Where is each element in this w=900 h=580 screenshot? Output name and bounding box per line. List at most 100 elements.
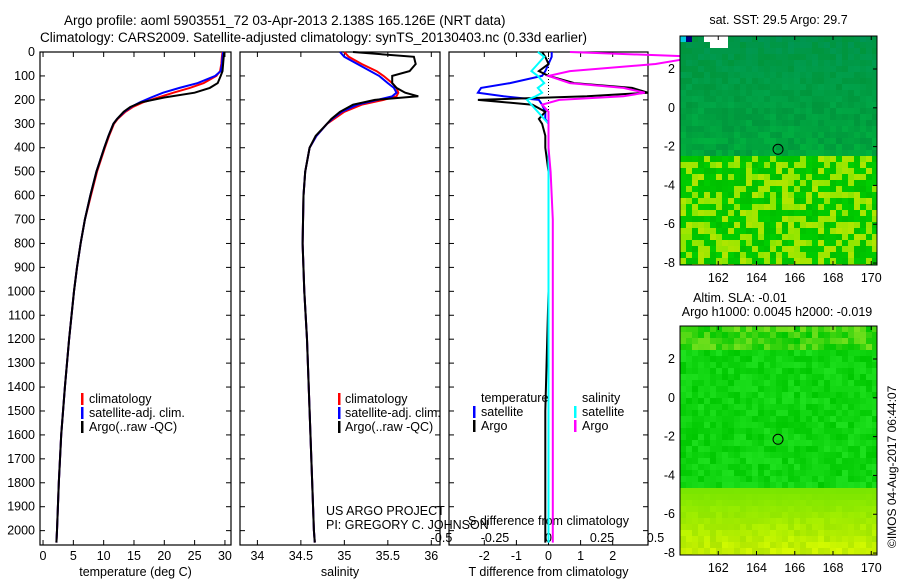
map-cell [734,428,740,434]
map-cell [704,458,710,464]
map-cell [692,108,698,114]
map-cell [698,246,704,252]
map-cell [752,114,758,120]
map-cell [692,362,698,368]
map-cell [746,252,752,258]
map-cell [854,228,860,234]
map-cell [872,464,877,470]
map-cell [866,114,872,120]
map-cell [806,84,812,90]
map-cell [722,458,728,464]
map-cell [764,72,770,78]
map-cell [794,536,800,542]
map-cell [722,422,728,428]
map-cell [716,380,722,386]
map-cell [842,210,848,216]
map-cell [734,234,740,240]
map-cell [698,144,704,150]
map-cell [800,350,806,356]
map-cell [818,476,824,482]
map-cell [716,410,722,416]
map-cell [716,452,722,458]
map-cell [710,500,716,506]
map-cell [698,216,704,222]
map-cell [752,392,758,398]
map-cell [680,434,686,440]
map-cell [746,162,752,168]
map-cell [734,494,740,500]
map-cell [854,422,860,428]
map-cell [704,246,710,252]
map-cell [800,446,806,452]
map-cell [710,530,716,536]
map-cell [830,174,836,180]
map-cell [800,234,806,240]
map-cell [770,458,776,464]
map-cell [734,132,740,138]
map-cell [758,156,764,162]
map-cell [854,464,860,470]
map-cell [680,422,686,428]
map-cell [722,234,728,240]
map-cell [782,36,788,42]
map-cell [770,476,776,482]
map-cell [716,524,722,530]
map-cell [722,488,728,494]
map-cell [710,350,716,356]
map-cell [680,512,686,518]
map-cell [800,114,806,120]
map-cell [710,180,716,186]
legend-label: climatology [89,392,152,406]
map-cell [752,42,758,48]
map-cell [728,228,734,234]
map-cell [710,234,716,240]
map-cell [680,198,686,204]
map-cell [782,470,788,476]
map-cell [800,252,806,258]
map-cell [770,156,776,162]
map-cell [746,344,752,350]
map-cell [872,536,877,542]
map-cell [686,338,692,344]
map-cell [806,362,812,368]
map-cell [860,252,866,258]
map-cell [812,542,818,548]
map-cell [830,240,836,246]
map-cell [806,428,812,434]
map-cell [746,258,752,264]
map-cell [848,356,854,362]
map-cell [776,362,782,368]
map-cell [752,506,758,512]
map-cell [812,536,818,542]
map-cell [848,210,854,216]
map-cell [698,326,704,332]
x-tick-label: 25 [188,549,202,563]
map-cell [812,96,818,102]
map-cell [818,386,824,392]
map-cell [842,326,848,332]
map-cell [680,332,686,338]
map-cell [794,192,800,198]
map-cell [866,482,872,488]
map-cell [764,374,770,380]
map-cell [680,452,686,458]
map-cell [812,452,818,458]
map-cell [752,326,758,332]
map-cell [686,84,692,90]
map-cell [794,108,800,114]
map-cell [854,524,860,530]
map-cell [710,96,716,102]
map-cell [680,234,686,240]
map-cell [860,114,866,120]
map-cell [764,380,770,386]
map-cell [788,90,794,96]
map-cell [848,338,854,344]
map-cell [716,494,722,500]
map-cell [806,548,812,554]
map-cell [692,126,698,132]
map-cell [758,332,764,338]
map-cell [686,344,692,350]
map-cell [818,416,824,422]
map-cell [776,54,782,60]
map-cell [710,380,716,386]
